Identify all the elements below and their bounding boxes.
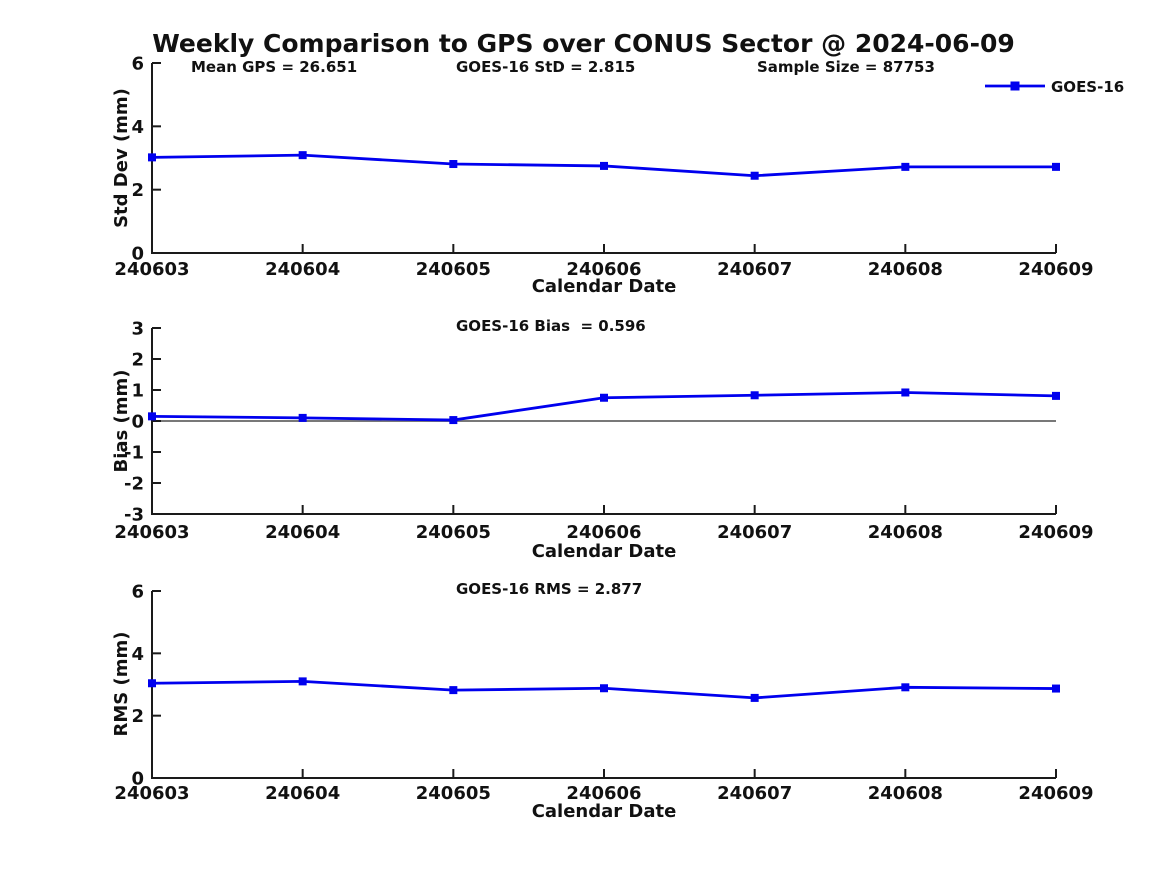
x-axis-label: Calendar Date xyxy=(532,276,677,297)
data-point-marker xyxy=(600,684,608,693)
data-point-marker xyxy=(148,679,156,688)
data-point-marker xyxy=(1052,684,1060,693)
y-tick-label: 0 xyxy=(131,412,144,433)
x-tick-label: 240607 xyxy=(717,522,792,543)
x-tick-label: 240607 xyxy=(717,259,792,280)
data-point-marker xyxy=(600,161,608,170)
axes-spines xyxy=(151,63,1056,254)
x-tick-label: 240604 xyxy=(265,259,340,280)
x-tick-label: 240605 xyxy=(416,783,491,804)
x-tick-label: 240608 xyxy=(868,783,943,804)
legend: GOES-16 xyxy=(985,78,1124,96)
y-tick-label: 6 xyxy=(131,582,144,603)
x-tick-label: 240606 xyxy=(566,783,641,804)
data-point-marker xyxy=(298,413,307,422)
y-tick-label: 4 xyxy=(131,117,144,138)
data-point-marker xyxy=(298,151,307,160)
x-tick-label: 240603 xyxy=(114,259,189,280)
x-tick-label: 240607 xyxy=(717,783,792,804)
data-point-marker xyxy=(148,153,156,162)
data-point-marker xyxy=(750,171,759,180)
data-point-marker xyxy=(449,686,458,695)
stat-annotation: GOES-16 StD = 2.815 xyxy=(456,58,635,76)
y-tick-label: -3 xyxy=(124,505,144,526)
y-tick-label: -2 xyxy=(124,474,144,495)
x-tick-label: 240604 xyxy=(265,783,340,804)
data-point-marker xyxy=(901,388,910,397)
stat-annotation: GOES-16 RMS = 2.877 xyxy=(456,580,642,598)
figure-title: Weekly Comparison to GPS over CONUS Sect… xyxy=(152,29,1015,58)
x-tick-label: 240608 xyxy=(868,522,943,543)
y-axis-label: Std Dev (mm) xyxy=(111,88,132,228)
y-axis-label: Bias (mm) xyxy=(111,370,132,473)
x-tick-label: 240609 xyxy=(1018,783,1093,804)
data-point-marker xyxy=(1052,162,1060,171)
subplot-rms: 0 2 4 6 240603 240604 240605 240606 240607 240608… xyxy=(111,580,1094,822)
y-tick-label: 0 xyxy=(131,769,144,790)
data-point-marker xyxy=(600,393,608,402)
data-point-marker xyxy=(901,162,910,171)
x-tick-label: 240605 xyxy=(416,259,491,280)
data-point-marker xyxy=(901,683,910,692)
data-point-marker xyxy=(148,412,156,421)
y-tick-label: 1 xyxy=(131,381,144,402)
data-point-marker xyxy=(750,693,759,702)
y-tick-label: 4 xyxy=(131,644,144,665)
x-tick-label: 240609 xyxy=(1018,259,1093,280)
data-point-marker xyxy=(750,391,759,400)
y-tick-label: 0 xyxy=(131,244,144,265)
legend-label: GOES-16 xyxy=(1051,78,1124,96)
x-tick-label: 240603 xyxy=(114,783,189,804)
y-tick-label: -1 xyxy=(124,443,144,464)
x-axis-label: Calendar Date xyxy=(532,801,677,822)
stat-annotation: Sample Size = 87753 xyxy=(757,58,935,76)
x-tick-label: 240604 xyxy=(265,522,340,543)
stat-annotation: GOES-16 Bias = 0.596 xyxy=(456,317,646,335)
x-tick-label: 240608 xyxy=(868,259,943,280)
legend-marker-icon xyxy=(1010,81,1020,91)
stat-annotation: Mean GPS = 26.651 xyxy=(191,58,357,76)
y-tick-label: 3 xyxy=(131,319,144,340)
y-tick-label: 2 xyxy=(131,180,144,201)
subplot-std-dev: 0 2 4 6 240603 240604 240605 240606 240607 240608… xyxy=(111,55,1124,297)
y-tick-label: 2 xyxy=(131,706,144,727)
y-axis-label: RMS (mm) xyxy=(111,632,132,737)
data-point-marker xyxy=(449,160,458,169)
y-tick-label: 2 xyxy=(131,350,144,371)
x-tick-label: 240606 xyxy=(566,522,641,543)
x-tick-label: 240609 xyxy=(1018,522,1093,543)
data-point-marker xyxy=(298,677,307,686)
x-tick-label: 240606 xyxy=(566,259,641,280)
x-axis-label: Calendar Date xyxy=(532,541,677,562)
data-point-marker xyxy=(1052,391,1060,400)
data-point-marker xyxy=(449,416,458,425)
x-tick-label: 240603 xyxy=(114,522,189,543)
y-tick-label: 6 xyxy=(131,55,144,75)
x-tick-label: 240605 xyxy=(416,522,491,543)
